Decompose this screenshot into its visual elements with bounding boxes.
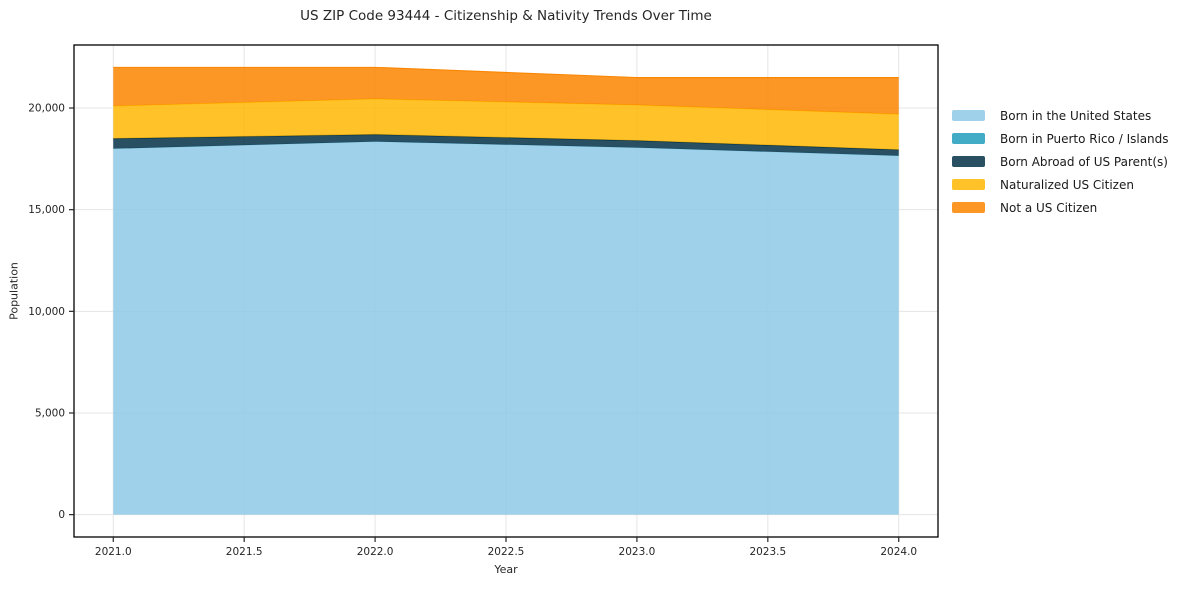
x-tick-label: 2021.0 xyxy=(95,546,132,558)
x-tick-label: 2022.0 xyxy=(357,546,394,558)
area-band xyxy=(113,141,899,515)
legend-swatch xyxy=(952,110,985,121)
legend-item: Born in the United States xyxy=(952,104,1169,127)
x-tick-label: 2021.5 xyxy=(226,546,263,558)
legend-label: Naturalized US Citizen xyxy=(1000,177,1134,192)
x-axis-label: Year xyxy=(494,563,518,576)
legend-swatch xyxy=(952,202,985,213)
area-band-edge xyxy=(113,133,899,151)
legend-swatch xyxy=(952,179,985,190)
area-band xyxy=(113,67,899,115)
legend-swatch xyxy=(952,156,985,167)
legend-swatch xyxy=(952,133,985,144)
x-tick-label: 2023.5 xyxy=(749,546,786,558)
legend-item: Naturalized US Citizen xyxy=(952,173,1169,196)
y-tick-label: 15,000 xyxy=(28,204,65,216)
y-tick-label: 0 xyxy=(58,509,65,521)
area-band-edge xyxy=(113,66,899,79)
y-axis-label: Population xyxy=(7,262,21,320)
x-tick-label: 2024.0 xyxy=(880,546,917,558)
legend-item: Born Abroad of US Parent(s) xyxy=(952,150,1169,173)
legend-label: Born in the United States xyxy=(1000,108,1152,123)
area-band xyxy=(113,98,899,150)
legend-item: Not a US Citizen xyxy=(952,196,1169,219)
x-tick-label: 2023.0 xyxy=(619,546,656,558)
y-tick-label: 20,000 xyxy=(28,103,65,115)
x-tick-label: 2022.5 xyxy=(488,546,525,558)
legend-label: Born in Puerto Rico / Islands xyxy=(1000,131,1169,146)
legend-label: Born Abroad of US Parent(s) xyxy=(1000,154,1168,169)
chart-title: US ZIP Code 93444 - Citizenship & Nativi… xyxy=(300,8,712,24)
legend-label: Not a US Citizen xyxy=(1000,200,1098,215)
legend: Born in the United States Born in Puerto … xyxy=(952,104,1169,219)
legend-item: Born in Puerto Rico / Islands xyxy=(952,127,1169,150)
y-tick-label: 5,000 xyxy=(35,407,65,419)
y-tick-label: 10,000 xyxy=(28,306,65,318)
area-band xyxy=(113,134,899,156)
